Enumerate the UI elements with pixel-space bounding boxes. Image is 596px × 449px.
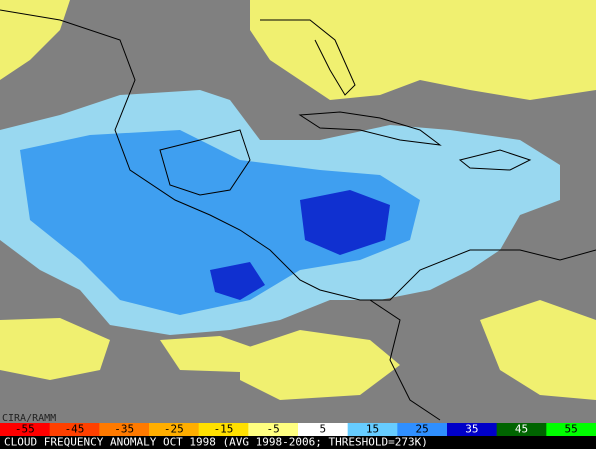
colorbar-segment — [347, 423, 398, 436]
caption-background — [0, 436, 596, 449]
colorbar-segment — [0, 423, 51, 436]
colorbar-label: 45 — [515, 423, 528, 436]
coastlines — [0, 9, 596, 421]
colorbar-segment — [546, 423, 596, 436]
credit: CIRA/RAMM — [2, 413, 56, 424]
colorbar-segment — [397, 423, 448, 436]
cloud-decrease — [0, 0, 596, 400]
colorbar: -55 -45 -35 -25 -15 -5 5 15 25 35 45 55 — [0, 423, 596, 436]
colorbar-label: -15 — [214, 423, 234, 436]
colorbar-segment — [447, 423, 498, 436]
colorbar-label: -25 — [164, 423, 184, 436]
colorbar-label: -45 — [65, 423, 85, 436]
colorbar-segment — [248, 423, 299, 436]
colorbar-label: 35 — [465, 423, 478, 436]
colorbar-segment — [99, 423, 150, 436]
colorbar-segment — [49, 423, 100, 436]
colorbar-label: 5 — [320, 423, 327, 436]
colorbar-segment — [198, 423, 249, 436]
cloud-increase — [0, 90, 560, 335]
caption: CLOUD FREQUENCY ANOMALY OCT 1998 (AVG 19… — [4, 436, 428, 449]
colorbar-label: -55 — [15, 423, 35, 436]
colorbar-segment — [298, 423, 349, 436]
colorbar-segment — [496, 423, 547, 436]
colorbar-label: -35 — [114, 423, 134, 436]
colorbar-label: 25 — [416, 423, 429, 436]
colorbar-segment — [149, 423, 200, 436]
colorbar-label: 55 — [565, 423, 578, 436]
colorbar-label: 15 — [366, 423, 379, 436]
colorbar-label: -5 — [267, 423, 280, 436]
